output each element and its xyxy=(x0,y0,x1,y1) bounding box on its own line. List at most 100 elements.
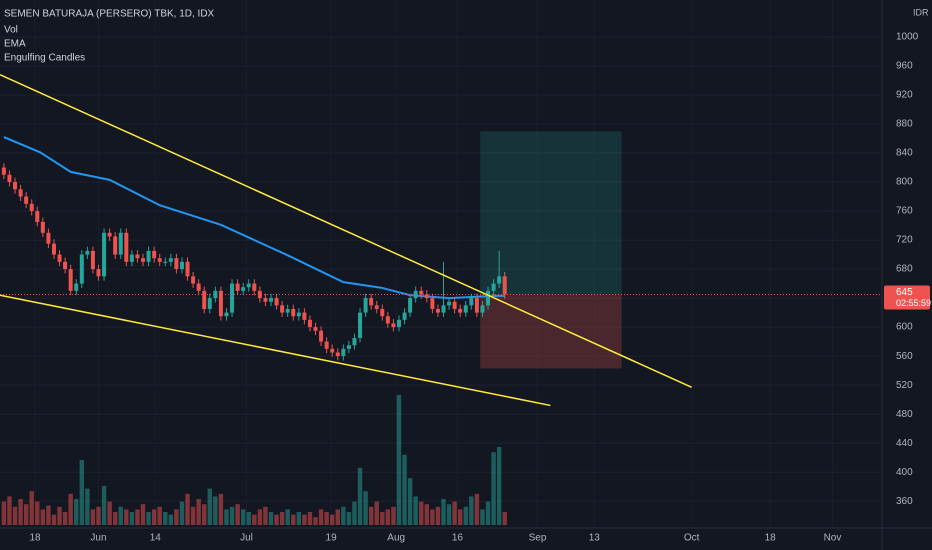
candle-body xyxy=(396,319,401,328)
candle-body xyxy=(252,283,257,291)
volume-bar xyxy=(57,506,62,525)
candle-body xyxy=(118,232,123,255)
candle-body xyxy=(480,305,485,313)
volume-bar xyxy=(23,504,29,525)
volume-bar xyxy=(274,514,279,525)
volume-bar xyxy=(35,501,40,525)
candle-body xyxy=(13,182,18,190)
volume-bar xyxy=(252,514,257,525)
y-tick-label: 840 xyxy=(896,148,913,159)
candle-body xyxy=(330,348,335,353)
volume-bar xyxy=(396,395,402,525)
countdown-label: 02:55:59 xyxy=(896,298,931,308)
volume-bar xyxy=(79,460,85,525)
candle-body xyxy=(185,261,190,277)
candle-body xyxy=(79,254,84,284)
volume-bar xyxy=(424,504,430,525)
volume-bar xyxy=(101,486,107,525)
candle-body xyxy=(135,254,140,259)
stop-zone xyxy=(480,294,622,369)
volume-bar xyxy=(363,491,368,525)
x-tick-label: 13 xyxy=(589,533,601,544)
candle-body xyxy=(452,301,457,309)
candle-body xyxy=(402,312,407,320)
volume-bar xyxy=(285,509,290,525)
volume-bar xyxy=(235,504,240,525)
candle-body xyxy=(224,312,229,317)
candle-body xyxy=(157,258,162,262)
candle-body xyxy=(280,305,285,313)
candle-body xyxy=(35,211,40,222)
candle-body xyxy=(46,232,51,244)
volume-bar xyxy=(330,514,335,525)
candle-body xyxy=(1,167,6,175)
candle-body xyxy=(352,337,357,346)
trendline xyxy=(0,74,692,388)
candle-body xyxy=(196,283,201,291)
indicator-label: Vol xyxy=(4,25,18,36)
y-tick-label: 520 xyxy=(896,380,913,391)
candle-body xyxy=(152,250,157,259)
volume-bar xyxy=(74,499,79,525)
x-tick-label: Aug xyxy=(387,533,405,544)
volume-bar xyxy=(163,512,168,525)
candle-body xyxy=(319,330,324,342)
volume-bar xyxy=(146,512,151,525)
candle-body xyxy=(68,269,73,291)
candle-body xyxy=(374,305,379,309)
volume-bar xyxy=(480,509,485,525)
candle-body xyxy=(191,276,196,284)
grid xyxy=(0,36,882,502)
volume-bar xyxy=(291,514,296,525)
candle-body xyxy=(213,290,218,299)
volume-bar xyxy=(419,501,424,525)
volume-bar xyxy=(385,509,391,525)
candle-body xyxy=(435,308,440,313)
volume-bar xyxy=(1,501,7,525)
candle-body xyxy=(63,261,68,270)
volume-bar xyxy=(402,454,407,525)
candle-body xyxy=(85,250,90,255)
candle-body xyxy=(174,258,179,270)
candle-body xyxy=(146,250,151,262)
candle-body xyxy=(74,283,79,291)
indicator-label: EMA xyxy=(4,39,26,50)
volume-bar xyxy=(357,467,363,525)
candle-body xyxy=(385,316,390,324)
volume-bar xyxy=(218,493,224,525)
volume-bar xyxy=(318,509,324,525)
volume-bar xyxy=(213,496,218,525)
volume-bar xyxy=(407,478,413,525)
volume-bar xyxy=(96,506,101,525)
candle-body xyxy=(124,232,129,262)
y-tick-label: 720 xyxy=(896,235,913,246)
volume-bar xyxy=(435,506,441,525)
x-tick-label: Jun xyxy=(90,533,106,544)
candle-body xyxy=(502,276,507,295)
candle-body xyxy=(241,287,246,291)
candle-body xyxy=(7,174,12,183)
candle-body xyxy=(291,308,296,317)
candle-body xyxy=(419,290,424,295)
volume-bar xyxy=(246,512,251,525)
candle-body xyxy=(408,298,413,313)
candle-body xyxy=(430,298,435,309)
x-tick-label: 19 xyxy=(326,533,338,544)
volume-bar xyxy=(90,509,96,525)
candle-body xyxy=(296,312,301,317)
candle-body xyxy=(358,312,363,338)
volume-bar xyxy=(46,505,51,525)
candle-body xyxy=(168,258,173,262)
candle-body xyxy=(51,243,56,255)
candle-body xyxy=(40,221,45,233)
last-price-box xyxy=(884,285,930,310)
volume-bar xyxy=(380,512,385,525)
volume-bar xyxy=(129,512,135,525)
candle-body xyxy=(313,327,318,331)
y-tick-label: 560 xyxy=(896,351,913,362)
x-tick-label: Sep xyxy=(529,533,547,544)
volume-bar xyxy=(18,499,23,525)
volume-bar xyxy=(62,512,68,525)
candle-body xyxy=(474,298,479,313)
